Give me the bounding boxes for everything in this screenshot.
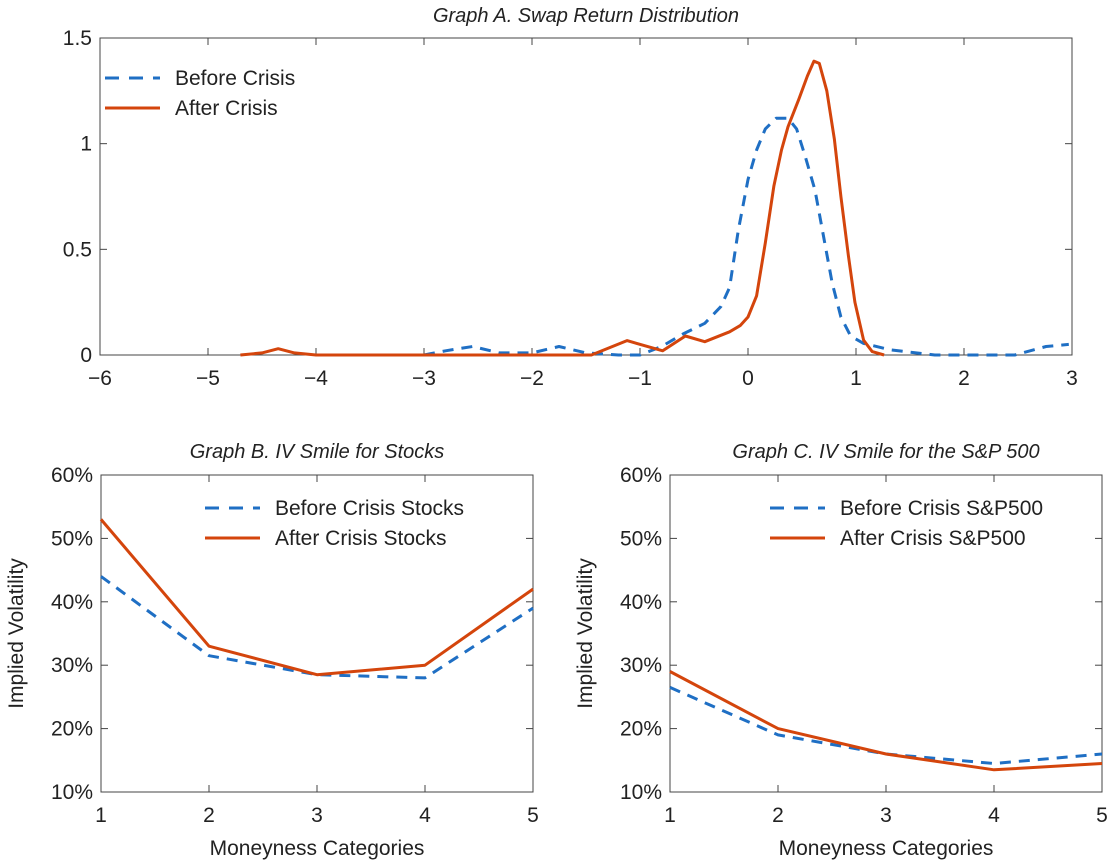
x-tick-label: 1 [95, 804, 107, 827]
chart-title: Graph C. IV Smile for the S&P 500 [732, 441, 1039, 463]
x-tick-label: −2 [520, 367, 544, 390]
x-tick-label: 1 [850, 367, 862, 390]
y-axis-label: Implied Volatility [5, 558, 28, 709]
x-tick-label: 2 [203, 804, 215, 827]
series-line-before [100, 575, 534, 680]
series-line-after [240, 59, 885, 357]
y-tick-label: 40% [51, 591, 93, 614]
series-line-before [669, 686, 1103, 765]
chart-title: Graph B. IV Smile for Stocks [190, 441, 445, 463]
x-tick-label: 2 [958, 367, 970, 390]
y-tick-label: 0.5 [63, 238, 92, 261]
y-tick-label: 30% [620, 654, 662, 677]
x-tick-label: −6 [88, 367, 112, 390]
x-tick-label: 4 [419, 804, 431, 827]
legend-label: After Crisis Stocks [275, 527, 447, 550]
chart-c: Graph C. IV Smile for the S&P 500 1 2 3 4 5 10… [574, 441, 1107, 860]
series-line-before [423, 116, 1069, 357]
legend-entry: After Crisis [105, 97, 278, 120]
y-tick-label: 50% [51, 527, 93, 550]
x-tick-label: −4 [304, 367, 328, 390]
x-tick-label: 3 [1066, 367, 1078, 390]
x-tick-label: −3 [412, 367, 436, 390]
legend-entry: Before Crisis S&P500 [770, 497, 1043, 520]
y-tick-label: 60% [51, 464, 93, 487]
legend-entry: After Crisis S&P500 [770, 527, 1026, 550]
chart-a: Graph A. Swap Return Distribution −6 −5 −4 −… [63, 5, 1078, 390]
x-tick-label: 3 [880, 804, 892, 827]
y-tick-label: 20% [51, 718, 93, 741]
y-tick-label: 30% [51, 654, 93, 677]
y-tick-label: 1.5 [63, 27, 92, 50]
x-tick-label: 5 [527, 804, 539, 827]
x-axis-label: Moneyness Categories [210, 837, 425, 860]
y-tick-label: 60% [620, 464, 662, 487]
x-tick-label: 2 [772, 804, 784, 827]
legend-entry: Before Crisis Stocks [205, 497, 464, 520]
x-tick-label: 3 [311, 804, 323, 827]
x-axis-label: Moneyness Categories [779, 837, 994, 860]
x-tick-label: 1 [664, 804, 676, 827]
legend-label: Before Crisis Stocks [275, 497, 464, 520]
y-tick-label: 10% [51, 781, 93, 804]
x-tick-label: −5 [196, 367, 220, 390]
legend-label: After Crisis S&P500 [840, 527, 1026, 550]
x-tick-label: 0 [742, 367, 754, 390]
x-tick-label: −1 [628, 367, 652, 390]
y-tick-label: 20% [620, 718, 662, 741]
plot-frame [669, 474, 1103, 793]
y-tick-label: 40% [620, 591, 662, 614]
series-line-after [669, 670, 1103, 772]
chart-b: Graph B. IV Smile for Stocks 1 2 3 4 5 10% 20% 3… [5, 441, 539, 860]
y-tick-label: 1 [80, 133, 92, 156]
y-tick-label: 10% [620, 781, 662, 804]
legend-label: Before Crisis S&P500 [840, 497, 1043, 520]
series-line-after [99, 518, 534, 677]
legend-label: After Crisis [175, 97, 278, 120]
y-tick-label: 50% [620, 527, 662, 550]
legend-entry: Before Crisis [105, 67, 295, 90]
legend-label: Before Crisis [175, 67, 295, 90]
legend-entry: After Crisis Stocks [205, 527, 447, 550]
y-tick-label: 0 [80, 344, 92, 367]
y-axis-label: Implied Volatility [574, 558, 597, 709]
chart-title: Graph A. Swap Return Distribution [433, 5, 739, 27]
x-tick-label: 4 [988, 804, 1000, 827]
x-tick-label: 5 [1096, 804, 1107, 827]
